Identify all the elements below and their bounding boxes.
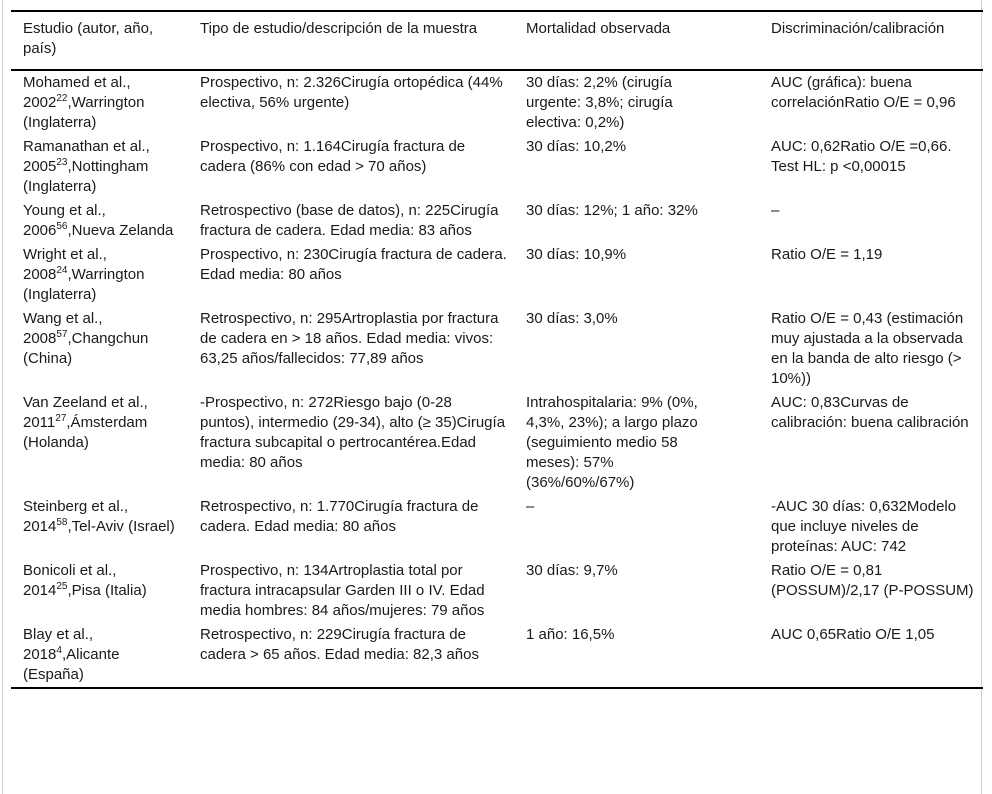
table-header: Estudio (autor, año, país) Tipo de estud… [11, 11, 983, 71]
column-header-mortalidad: Mortalidad observada [526, 11, 771, 71]
study-text: Ramanathan et al., 2005 [23, 138, 150, 175]
study-text: Blay et al., 2018 [23, 626, 94, 663]
study-type-cell: Retrospectivo, n: 229Cirugía fractura de… [200, 626, 479, 663]
study-cell: Van Zeeland et al., 201127,Ámsterdam (Ho… [11, 391, 200, 495]
discrimination-cell: – [771, 202, 780, 219]
mortality-cell: 30 días: 10,9% [526, 246, 627, 263]
mortality-cell: 1 año: 16,5% [526, 626, 615, 643]
study-text: Young et al., 2006 [23, 202, 106, 239]
study-type-cell: Retrospectivo, n: 1.770Cirugía fractura … [200, 498, 479, 535]
reference-superscript: 56 [56, 221, 68, 232]
study-type-cell: Retrospectivo, n: 295Artroplastia por fr… [200, 310, 499, 367]
column-header-estudio: Estudio (autor, año, país) [11, 11, 200, 71]
column-header-tipo: Tipo de estudio/descripción de la muestr… [200, 11, 526, 71]
table-row: Wang et al., 200857,Changchun (China) Re… [11, 307, 983, 391]
table-row: Blay et al., 20184,Alicante (España) Ret… [11, 623, 983, 688]
study-text: Bonicoli et al., 2014 [23, 562, 117, 599]
study-cell: Young et al., 200656,Nueva Zelanda [11, 199, 200, 243]
header-row: Estudio (autor, año, país) Tipo de estud… [11, 11, 983, 71]
study-cell: Wright et al., 200824,Warrington (Inglat… [11, 243, 200, 307]
reference-superscript: 57 [56, 329, 68, 340]
table-row: Mohamed et al., 200222,Warrington (Ingla… [11, 70, 983, 135]
reference-superscript: 22 [56, 93, 68, 104]
table-row: Young et al., 200656,Nueva Zelanda Retro… [11, 199, 983, 243]
study-text: Van Zeeland et al., 2011 [23, 394, 148, 431]
study-text: Mohamed et al., 2002 [23, 74, 131, 111]
study-text: Wang et al., 2008 [23, 310, 103, 347]
discrimination-cell: AUC: 0,83Curvas de calibración: buena ca… [771, 394, 969, 431]
studies-table: Estudio (autor, año, país) Tipo de estud… [11, 10, 983, 689]
mortality-cell: 30 días: 12%; 1 año: 32% [526, 202, 698, 219]
discrimination-cell: Ratio O/E = 1,19 [771, 246, 883, 263]
discrimination-cell: Ratio O/E = 0,43 (estimación muy ajustad… [771, 310, 964, 387]
study-location: ,Tel-Aviv (Israel) [67, 518, 175, 535]
reference-superscript: 58 [56, 517, 68, 528]
study-type-cell: Prospectivo, n: 134Artroplastia total po… [200, 562, 485, 619]
study-location: ,Nottingham (Inglaterra) [23, 158, 149, 195]
study-type-cell: Retrospectivo (base de datos), n: 225Cir… [200, 202, 499, 239]
study-location: ,Ámsterdam (Holanda) [23, 414, 148, 451]
reference-superscript: 24 [56, 265, 68, 276]
study-cell: Wang et al., 200857,Changchun (China) [11, 307, 200, 391]
table-row: Wright et al., 200824,Warrington (Inglat… [11, 243, 983, 307]
mortality-cell: 30 días: 10,2% [526, 138, 627, 155]
study-text: Wright et al., 2008 [23, 246, 107, 283]
study-location: ,Warrington (Inglaterra) [23, 266, 145, 303]
study-location: ,Changchun (China) [23, 330, 149, 367]
reference-superscript: 4 [56, 645, 62, 656]
study-text: Steinberg et al., 2014 [23, 498, 129, 535]
study-cell: Blay et al., 20184,Alicante (España) [11, 623, 200, 688]
study-cell: Mohamed et al., 200222,Warrington (Ingla… [11, 70, 200, 135]
reference-superscript: 27 [55, 413, 67, 424]
table-row: Bonicoli et al., 201425,Pisa (Italia) Pr… [11, 559, 983, 623]
discrimination-cell: -AUC 30 días: 0,632Modelo que incluye ni… [771, 498, 957, 555]
study-cell: Steinberg et al., 201458,Tel-Aviv (Israe… [11, 495, 200, 559]
study-type-cell: Prospectivo, n: 230Cirugía fractura de c… [200, 246, 507, 283]
table-row: Steinberg et al., 201458,Tel-Aviv (Israe… [11, 495, 983, 559]
discrimination-cell: Ratio O/E = 0,81 (POSSUM)/2,17 (P-POSSUM… [771, 562, 974, 599]
study-location: ,Alicante (España) [23, 646, 120, 683]
table-row: Ramanathan et al., 200523,Nottingham (In… [11, 135, 983, 199]
mortality-cell: 30 días: 2,2% (cirugía urgente: 3,8%; ci… [526, 74, 673, 131]
mortality-cell: 30 días: 3,0% [526, 310, 618, 327]
table-body: Mohamed et al., 200222,Warrington (Ingla… [11, 70, 983, 688]
study-type-cell: Prospectivo, n: 2.326Cirugía ortopédica … [200, 74, 503, 111]
discrimination-cell: AUC: 0,62Ratio O/E =0,66. Test HL: p <0,… [771, 138, 952, 175]
study-cell: Bonicoli et al., 201425,Pisa (Italia) [11, 559, 200, 623]
study-type-cell: -Prospectivo, n: 272Riesgo bajo (0-28 pu… [200, 394, 506, 471]
discrimination-cell: AUC 0,65Ratio O/E 1,05 [771, 626, 935, 643]
table-row: Van Zeeland et al., 201127,Ámsterdam (Ho… [11, 391, 983, 495]
study-location: ,Nueva Zelanda [67, 222, 174, 239]
discrimination-cell: AUC (gráfica): buena correlaciónRatio O/… [771, 74, 956, 111]
study-type-cell: Prospectivo, n: 1.164Cirugía fractura de… [200, 138, 466, 175]
mortality-cell: – [526, 498, 535, 515]
mortality-cell: Intrahospitalaria: 9% (0%, 4,3%, 23%); a… [526, 394, 698, 491]
mortality-cell: 30 días: 9,7% [526, 562, 618, 579]
study-location: ,Warrington (Inglaterra) [23, 94, 145, 131]
column-header-discriminacion: Discriminación/calibración [771, 11, 983, 71]
reference-superscript: 25 [56, 581, 68, 592]
reference-superscript: 23 [56, 157, 68, 168]
study-cell: Ramanathan et al., 200523,Nottingham (In… [11, 135, 200, 199]
study-location: ,Pisa (Italia) [67, 582, 147, 599]
